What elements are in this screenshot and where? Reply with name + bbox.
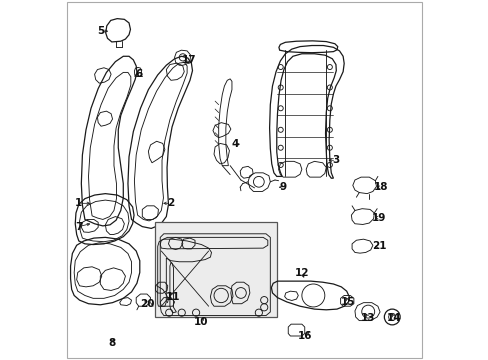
FancyBboxPatch shape (155, 222, 276, 317)
Text: 1: 1 (75, 198, 82, 208)
Text: 18: 18 (373, 182, 387, 192)
Text: 19: 19 (371, 213, 386, 222)
Text: 9: 9 (279, 182, 286, 192)
Text: 8: 8 (108, 338, 115, 348)
Text: 21: 21 (371, 241, 386, 251)
Text: 20: 20 (140, 299, 154, 309)
Text: 14: 14 (386, 313, 401, 323)
Text: 13: 13 (360, 313, 375, 323)
Text: 17: 17 (181, 55, 196, 65)
Text: 6: 6 (135, 69, 142, 79)
Text: 11: 11 (165, 292, 180, 302)
Text: 2: 2 (167, 198, 174, 208)
Text: 15: 15 (341, 297, 355, 307)
Text: 4: 4 (231, 139, 239, 149)
Text: 5: 5 (97, 26, 104, 36)
Text: 16: 16 (297, 331, 311, 341)
Text: 7: 7 (75, 222, 82, 231)
Text: 3: 3 (332, 155, 339, 165)
Text: 10: 10 (194, 317, 208, 327)
Text: 12: 12 (294, 268, 308, 278)
